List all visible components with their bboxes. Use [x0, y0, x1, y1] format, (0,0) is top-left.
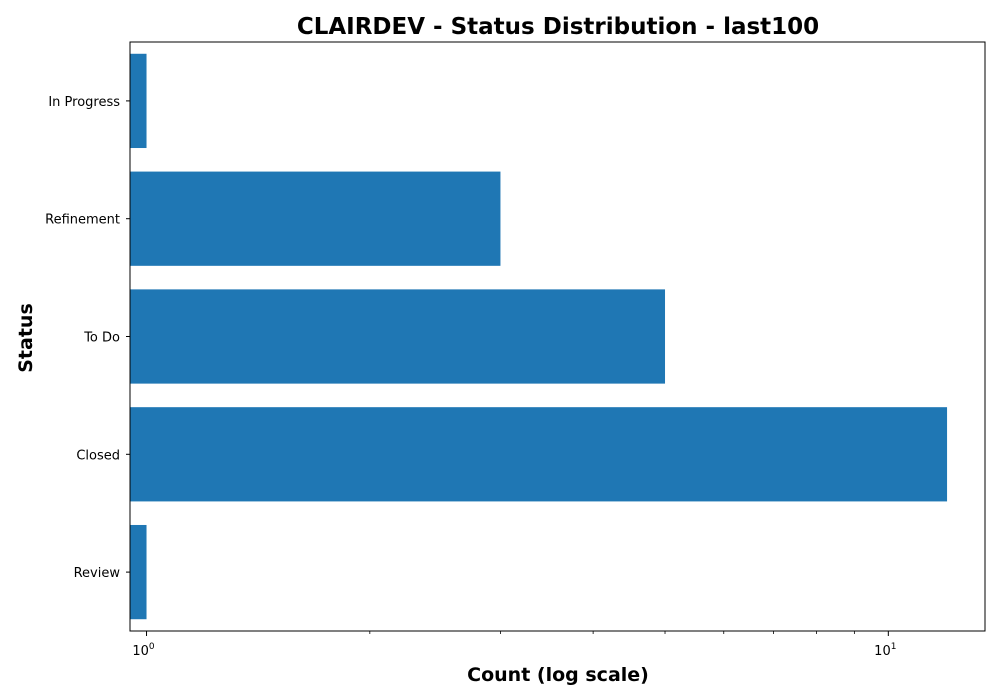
plot-area [129, 41, 986, 632]
bar-refinement [130, 171, 501, 266]
y-tick-label: Refinement [45, 213, 120, 228]
x-axis: 100 101 [132, 631, 896, 659]
y-tick-label: Review [74, 566, 121, 581]
bar-review [130, 524, 147, 620]
x-axis-label: Count (log scale) [467, 664, 649, 686]
y-tick-label: To Do [83, 331, 120, 346]
y-tick-label: Closed [76, 448, 120, 463]
y-axis: In Progress Refinement To Do Closed Review [45, 95, 130, 581]
bar-to-do [130, 289, 666, 384]
bar-closed [130, 407, 948, 502]
bars-group [130, 53, 948, 620]
x-tick-label: 100 [132, 642, 155, 659]
y-tick-label: In Progress [48, 95, 120, 110]
y-axis-label: Status [15, 303, 37, 373]
x-tick-label: 101 [874, 642, 896, 659]
bar-in-progress [130, 53, 147, 149]
chart-title: CLAIRDEV - Status Distribution - last100 [297, 14, 819, 40]
